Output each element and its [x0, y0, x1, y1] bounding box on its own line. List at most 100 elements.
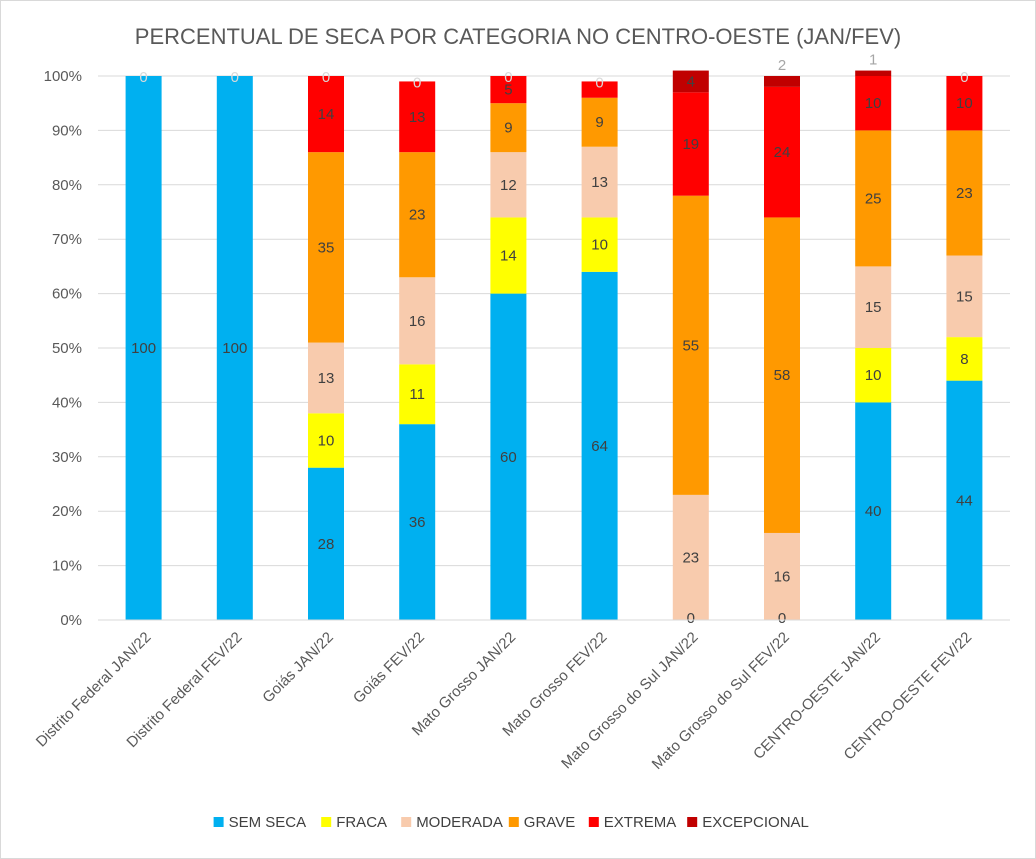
data-label: 16 [774, 568, 791, 585]
bar-segment-extrema [490, 76, 527, 104]
legend-swatch-sem-seca [213, 817, 224, 827]
y-tick-label: 100% [44, 68, 82, 85]
y-tick-label: 30% [52, 449, 82, 466]
legend-label-excepcional: EXCEPCIONAL [702, 814, 809, 831]
bar-segment-grave [581, 97, 618, 147]
data-label: 60 [500, 449, 517, 466]
bar-segment-moderada [308, 342, 344, 414]
data-label: 10 [865, 367, 882, 384]
data-label: 0 [322, 69, 330, 86]
data-label: 100 [131, 340, 156, 357]
bar-segment-grave [308, 152, 344, 343]
bar-segment-sem-seca [855, 402, 892, 620]
data-label: 10 [318, 432, 335, 449]
data-label: 13 [318, 370, 335, 387]
y-tick-label: 70% [52, 231, 82, 248]
bar-segment-extrema [855, 76, 892, 131]
data-label: 10 [956, 95, 973, 112]
bar-segment-moderada [672, 494, 709, 620]
y-tick-label: 0% [60, 612, 82, 629]
data-label: 40 [865, 503, 882, 520]
bars [125, 70, 983, 620]
bar-segment-fraca [855, 348, 892, 403]
legend: SEM SECA FRACA MODERADA GRAVE EXTREMA EXCEPCI… [213, 814, 809, 831]
data-label: 0 [960, 69, 968, 86]
data-label: 14 [318, 106, 335, 123]
bar-segment-extrema [946, 76, 983, 131]
data-label: 9 [595, 114, 603, 131]
bar-segment-grave [946, 130, 983, 256]
y-tick-label: 80% [52, 177, 82, 194]
data-label: 28 [318, 536, 335, 553]
chart-title: PERCENTUAL DE SECA POR CATEGORIA NO CENT… [135, 24, 901, 49]
data-label: 8 [960, 351, 968, 368]
bar-segment-sem-seca [490, 293, 527, 620]
data-label: 0 [504, 69, 512, 86]
bar-segment-grave [764, 217, 800, 533]
legend-label-fraca: FRACA [336, 814, 387, 831]
y-tick-label: 90% [52, 122, 82, 139]
bar-segment-moderada [490, 152, 527, 218]
data-label: 0 [231, 69, 239, 86]
data-label: 15 [865, 299, 882, 316]
bar-segment-moderada [399, 277, 436, 365]
data-label: 55 [682, 337, 699, 354]
bar-segment-extrema [308, 76, 344, 153]
data-label: 23 [682, 549, 699, 566]
bar-segment-sem-seca [399, 424, 436, 620]
y-tick-label: 20% [52, 503, 82, 520]
data-label: 16 [409, 313, 426, 330]
bar-segment-extrema [399, 81, 436, 153]
bar-segment-grave [672, 195, 709, 495]
data-label: 24 [774, 144, 791, 161]
data-label: 23 [409, 207, 426, 224]
data-label: 2 [778, 57, 786, 74]
bar-segment-excepcional [764, 76, 800, 87]
bar-segment-moderada [946, 255, 983, 338]
data-label: 36 [409, 514, 426, 531]
y-tick-label: 60% [52, 286, 82, 303]
data-label: 100 [222, 340, 247, 357]
data-label: 25 [865, 190, 882, 207]
bar-segment-fraca [946, 337, 983, 381]
data-label: 23 [956, 185, 973, 202]
bar-segment-moderada [855, 266, 892, 348]
legend-label-moderada: MODERADA [416, 814, 503, 831]
legend-swatch-excepcional [687, 817, 698, 827]
bar-segment-sem-seca [125, 76, 162, 620]
data-label: 35 [318, 239, 335, 256]
data-label: 0 [139, 69, 147, 86]
data-labels: 1000100028101335140361116231306014129506… [131, 52, 973, 627]
data-label: 0 [687, 610, 695, 627]
bar-segment-moderada [764, 532, 800, 620]
bar-segment-excepcional [855, 70, 892, 76]
data-label: 11 [409, 386, 425, 403]
y-axis: 0% 10% 20% 30% 40% 50% 60% 70% 80% 90% 100% [44, 68, 82, 629]
data-label: 13 [409, 109, 426, 126]
x-tick-label: Goiás FEV/22 [350, 629, 428, 707]
bar-segment-grave [399, 152, 436, 278]
data-label: 12 [500, 177, 517, 194]
bar-segment-fraca [308, 413, 344, 468]
legend-swatch-extrema [588, 817, 599, 827]
bar-segment-fraca [399, 364, 436, 425]
bar-segment-excepcional [672, 70, 709, 93]
bar-segment-sem-seca [946, 380, 983, 620]
data-label: 10 [591, 237, 608, 254]
data-label: 15 [956, 288, 973, 305]
data-label: 58 [774, 367, 791, 384]
bar-segment-extrema [764, 86, 800, 218]
y-tick-label: 50% [52, 340, 82, 357]
bar-segment-sem-seca [308, 467, 344, 620]
data-label: 9 [504, 120, 512, 137]
bar-segment-sem-seca [216, 76, 253, 620]
data-label: 1 [869, 52, 877, 69]
x-tick-label: Mato Grosso JAN/22 [409, 629, 519, 739]
data-label: 14 [500, 248, 517, 265]
y-tick-label: 10% [52, 558, 82, 575]
legend-label-sem-seca: SEM SECA [229, 814, 307, 831]
data-label: 44 [956, 492, 973, 509]
bar-segment-fraca [581, 217, 618, 272]
